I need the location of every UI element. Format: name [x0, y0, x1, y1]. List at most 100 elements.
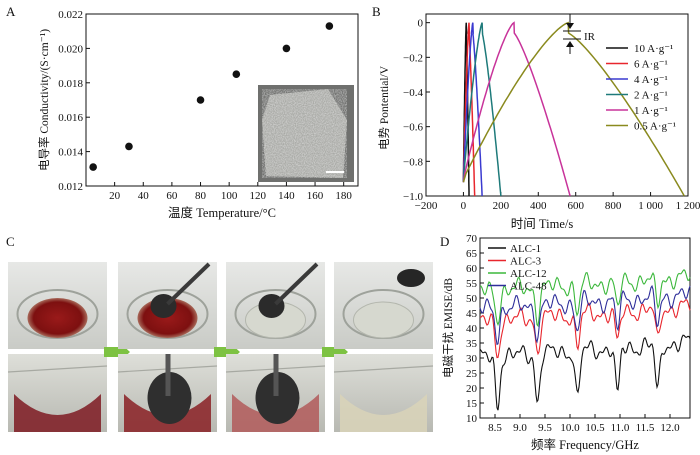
legend-entry: 0.5 A·g⁻¹: [634, 121, 676, 133]
plot-frame-a: [85, 13, 359, 187]
y-axis-d-tick-label: 25: [466, 368, 478, 380]
inset-photo-a: [258, 85, 354, 182]
y-axis-b-tick-label: 0: [418, 18, 424, 30]
x-axis-a-tick-label: 60: [166, 190, 178, 202]
y-axis-d-tick-label: 10: [466, 413, 478, 425]
plot-frame-b: [425, 13, 689, 197]
x-axis-d-tick-label: 10.0: [560, 422, 580, 434]
legend-entry: ALC-12: [510, 268, 547, 280]
x-axis-b-tick-label: 600: [567, 200, 584, 212]
panel-b: B −200 0 200 400 600 800 1 000 1 200 0 −0.2 −0.4 −…: [372, 4, 700, 231]
legend-entry: 6 A·g⁻¹: [634, 59, 668, 71]
y-axis-b-tick-label: −1.0: [403, 191, 423, 203]
y-axis-d-tick-label: 35: [466, 338, 478, 350]
beaker-edge: [333, 365, 434, 373]
x-axis-a-tick-label: 180: [335, 190, 352, 202]
clear-solution: [353, 301, 414, 339]
x-axis-a-tick-label: 160: [307, 190, 324, 202]
y-axis-a-tick-label: 0.022: [58, 9, 83, 21]
x-axis-d-tick-label: 12.0: [660, 422, 680, 434]
y-axis-d-tick-label: 40: [466, 323, 478, 335]
tweezers: [274, 262, 319, 306]
beaker-edge: [7, 365, 108, 373]
series-line: [462, 22, 476, 197]
y-axis-b: 0 −0.2 −0.4 −0.6 −0.8 −1.0: [403, 18, 430, 203]
y-axis-d-tick-label: 60: [466, 263, 478, 275]
x-axis-a-tick-label: 140: [278, 190, 295, 202]
y-axis-a: 0.012 0.014 0.016 0.018 0.020 0.022: [58, 9, 90, 193]
series-lines-d: [479, 269, 691, 411]
x-axis-label-d: 频率 Frequency/GHz: [531, 437, 639, 452]
red-solution: [27, 298, 88, 338]
scatter-point: [325, 22, 334, 30]
y-axis-b-tick-label: −0.4: [403, 87, 423, 99]
x-axis-label-a: 温度 Temperature/°C: [168, 205, 276, 220]
y-axis-a-tick-label: 0.016: [58, 112, 83, 124]
series-line: [479, 334, 691, 411]
y-axis-b-tick-label: −0.6: [403, 122, 423, 134]
legend-entry: 10 A·g⁻¹: [634, 43, 673, 55]
y-axis-d-tick-label: 15: [466, 398, 478, 410]
x-axis-d-tick-label: 9.0: [513, 422, 527, 434]
y-axis-label-b: 电势 Pontential/V: [378, 65, 391, 150]
series-line: [462, 22, 483, 197]
tweezers-side: [273, 354, 279, 396]
y-axis-b-tick-label: −0.8: [403, 156, 423, 168]
legend-entry: ALC-48: [510, 281, 547, 293]
tweezers-side: [165, 354, 171, 396]
x-axis-a-tick-label: 100: [221, 190, 238, 202]
x-axis-label-b: 时间 Time/s: [511, 217, 574, 231]
x-axis-a-tick-label: 40: [138, 190, 150, 202]
carbon-foam-side: [147, 372, 192, 424]
tweezers: [166, 262, 211, 306]
y-axis-d-tick-label: 20: [466, 383, 478, 395]
scatter-points-a: [89, 22, 334, 171]
series-line: [479, 284, 691, 346]
ir-label: IR: [584, 31, 596, 43]
x-axis-b-tick-label: 0: [461, 200, 467, 212]
panel-label-d: D: [440, 234, 449, 249]
beaker-liquid: [340, 394, 427, 432]
legend-entry: 1 A·g⁻¹: [634, 105, 668, 117]
scatter-point: [125, 142, 133, 151]
x-axis-b: −200 0 200 400 600 800 1 000 1 200: [415, 192, 700, 212]
x-axis-b-tick-label: 800: [605, 200, 622, 212]
y-axis-d-tick-label: 50: [466, 293, 478, 305]
panel-d: D 8.5 9.0 9.5 10.0 10.5 11.0 11.5 12.0 10 15 20 25…: [440, 233, 691, 452]
x-axis-a: 20 40 60 80 100 120 140 160 180: [109, 182, 352, 202]
series-line: [479, 269, 691, 328]
x-axis-a-tick-label: 120: [250, 190, 267, 202]
scatter-point: [89, 163, 97, 171]
series-lines-b: [462, 21, 685, 197]
y-axis-d-tick-label: 30: [466, 353, 478, 365]
panel-label-c: C: [6, 234, 15, 249]
panel-label-a: A: [6, 4, 16, 19]
x-axis-b-tick-label: −200: [415, 200, 438, 212]
x-axis-b-tick-label: 1 200: [676, 200, 700, 212]
y-axis-label-a: 电导率 Conductivity/(S·cm⁻¹): [37, 29, 51, 171]
panel-c: C: [6, 234, 434, 432]
y-axis-d: 10 15 20 25 30 35 40 45 50 55 60 65 70: [466, 233, 484, 425]
beaker-liquid: [14, 394, 101, 432]
x-axis-d-tick-label: 11.5: [636, 422, 655, 434]
y-axis-a-tick-label: 0.012: [58, 181, 83, 193]
x-axis-d: 8.5 9.0 9.5 10.0 10.5 11.0 11.5 12.0: [488, 414, 680, 434]
y-axis-label-d: 电磁干扰 EMISE/dB: [441, 278, 455, 378]
y-axis-d-tick-label: 65: [466, 248, 478, 260]
series-line: [479, 299, 691, 359]
legend-b: 10 A·g⁻¹ 6 A·g⁻¹ 4 A·g⁻¹ 2 A·g⁻¹ 1 A·g⁻¹ 0.5 …: [606, 43, 676, 133]
x-axis-d-tick-label: 10.5: [585, 422, 605, 434]
y-axis-a-tick-label: 0.018: [58, 78, 83, 90]
carbon-foam-side: [255, 372, 300, 424]
series-line: [462, 21, 571, 197]
x-axis-a-tick-label: 80: [195, 190, 207, 202]
legend-entry: 2 A·g⁻¹: [634, 90, 668, 102]
series-line: [462, 21, 685, 197]
y-axis-d-tick-label: 70: [466, 233, 478, 245]
y-axis-a-tick-label: 0.020: [58, 43, 83, 55]
series-line: [462, 22, 502, 197]
scatter-point: [232, 70, 241, 78]
panel-a: A 20 40 60 80 100 120 140 160 180 0.0120.0140.01…: [6, 4, 359, 220]
x-axis-b-tick-label: 400: [530, 200, 547, 212]
